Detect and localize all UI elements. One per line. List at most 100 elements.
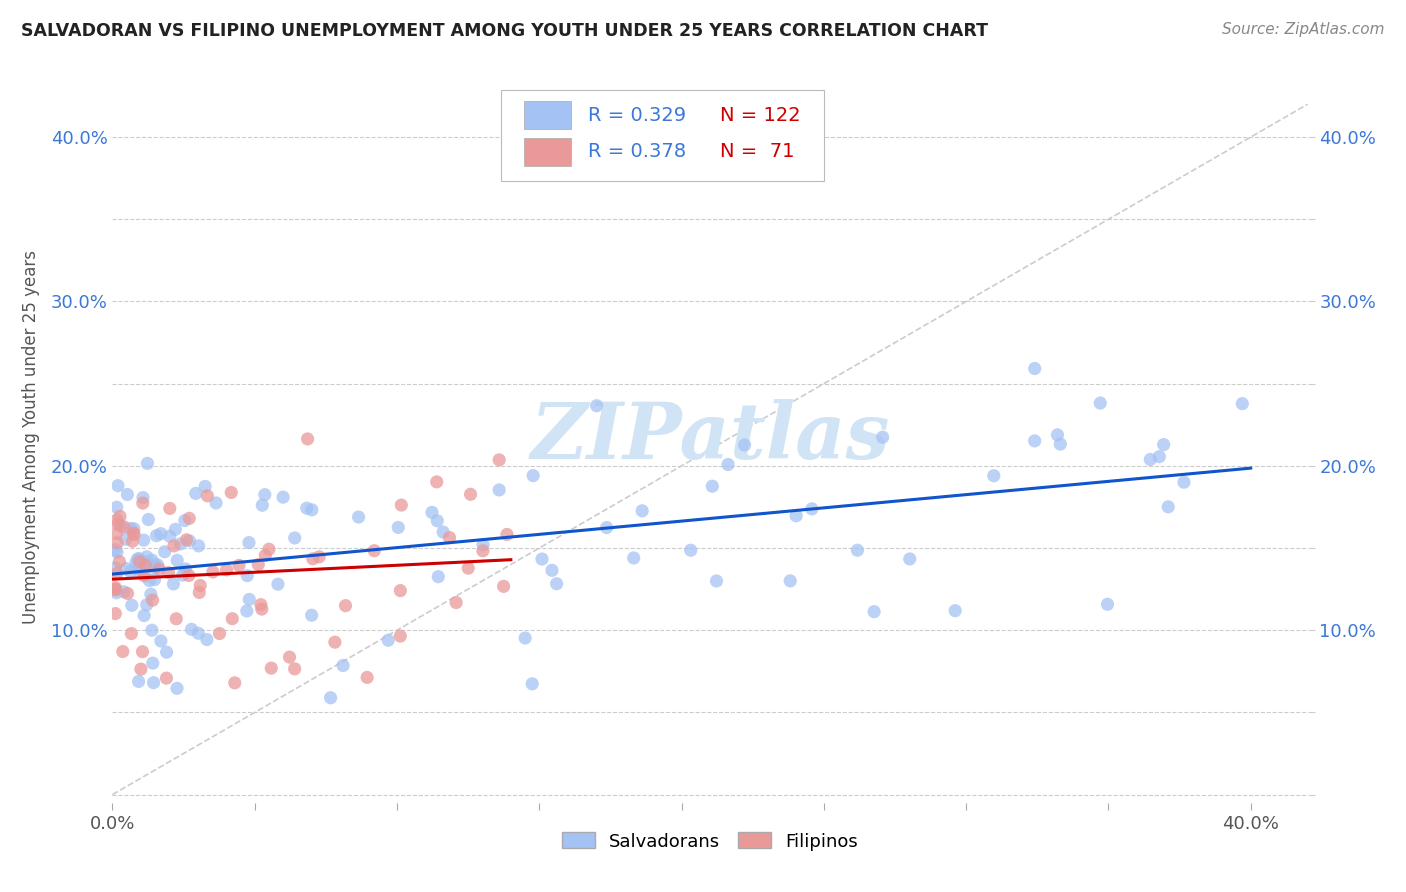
Point bbox=[295, 501, 318, 516]
Point bbox=[129, 662, 152, 676]
Point bbox=[134, 608, 156, 623]
Point bbox=[179, 533, 201, 548]
Point bbox=[159, 529, 181, 543]
Point bbox=[426, 475, 449, 489]
Point bbox=[301, 503, 323, 517]
Point bbox=[943, 604, 966, 618]
Point bbox=[127, 552, 149, 566]
Point bbox=[195, 632, 218, 647]
Point bbox=[1232, 396, 1254, 410]
Point bbox=[105, 586, 128, 600]
Point bbox=[169, 537, 191, 551]
Point bbox=[460, 487, 482, 501]
Point bbox=[120, 521, 142, 535]
Point bbox=[444, 595, 467, 609]
Point bbox=[108, 554, 131, 568]
Point bbox=[278, 650, 301, 665]
Point bbox=[195, 489, 218, 503]
Point bbox=[389, 583, 412, 598]
Point bbox=[488, 483, 510, 497]
Point bbox=[1049, 437, 1071, 451]
Point bbox=[104, 582, 127, 597]
Point bbox=[194, 479, 217, 493]
Point bbox=[128, 551, 150, 566]
Point bbox=[139, 587, 162, 601]
Point bbox=[734, 438, 756, 452]
Point bbox=[122, 525, 145, 540]
Point bbox=[177, 568, 200, 582]
Point bbox=[224, 676, 246, 690]
Point bbox=[377, 633, 399, 648]
Point bbox=[132, 491, 155, 505]
Text: N = 122: N = 122 bbox=[720, 106, 800, 125]
Point bbox=[702, 479, 724, 493]
Point bbox=[1097, 597, 1119, 611]
Point bbox=[112, 584, 135, 599]
Point bbox=[166, 681, 188, 696]
Point bbox=[105, 513, 128, 527]
Point bbox=[127, 561, 149, 575]
Point bbox=[228, 558, 250, 573]
Point bbox=[1153, 437, 1175, 451]
Point bbox=[250, 602, 273, 616]
Point bbox=[142, 656, 165, 670]
Point bbox=[120, 565, 142, 579]
Point bbox=[173, 514, 195, 528]
Point bbox=[159, 501, 181, 516]
Point bbox=[271, 490, 294, 504]
Point bbox=[515, 631, 537, 645]
Point bbox=[114, 532, 136, 546]
Point bbox=[387, 520, 409, 534]
Point bbox=[389, 629, 412, 643]
Point bbox=[179, 511, 201, 525]
Point bbox=[236, 604, 259, 618]
Point bbox=[120, 626, 142, 640]
Point bbox=[122, 522, 145, 536]
Point bbox=[1046, 428, 1069, 442]
FancyBboxPatch shape bbox=[523, 138, 571, 166]
Point bbox=[122, 527, 145, 541]
Point bbox=[128, 558, 150, 572]
Point bbox=[420, 505, 443, 519]
Point bbox=[585, 399, 607, 413]
Point bbox=[1173, 475, 1195, 490]
Point bbox=[898, 552, 921, 566]
Point bbox=[201, 565, 224, 579]
Point bbox=[142, 675, 165, 690]
Point bbox=[188, 585, 211, 599]
Point bbox=[238, 535, 260, 549]
Point bbox=[1024, 361, 1046, 376]
Point bbox=[143, 561, 166, 575]
Point bbox=[427, 570, 450, 584]
Point bbox=[284, 531, 307, 545]
Point bbox=[631, 504, 654, 518]
Point bbox=[706, 574, 728, 588]
Point bbox=[1149, 450, 1171, 464]
Point bbox=[238, 592, 260, 607]
Point bbox=[252, 498, 274, 512]
Point bbox=[254, 549, 277, 563]
Text: SALVADORAN VS FILIPINO UNEMPLOYMENT AMONG YOUTH UNDER 25 YEARS CORRELATION CHART: SALVADORAN VS FILIPINO UNEMPLOYMENT AMON… bbox=[21, 22, 988, 40]
Point bbox=[115, 561, 138, 575]
Point bbox=[131, 645, 153, 659]
Point bbox=[162, 577, 184, 591]
Point bbox=[205, 496, 228, 510]
Point bbox=[107, 478, 129, 492]
Point bbox=[128, 674, 150, 689]
Point bbox=[236, 568, 259, 582]
Point bbox=[165, 612, 187, 626]
Point bbox=[141, 553, 163, 567]
Point bbox=[267, 577, 290, 591]
Text: R = 0.329: R = 0.329 bbox=[588, 106, 686, 125]
Point bbox=[332, 658, 354, 673]
Point bbox=[157, 566, 180, 580]
Point bbox=[172, 568, 194, 582]
Point bbox=[128, 554, 150, 568]
Point bbox=[488, 453, 510, 467]
Point bbox=[219, 485, 242, 500]
Point bbox=[253, 488, 276, 502]
Point bbox=[363, 543, 385, 558]
Point bbox=[522, 677, 544, 691]
Point bbox=[717, 458, 740, 472]
Point bbox=[188, 578, 211, 592]
